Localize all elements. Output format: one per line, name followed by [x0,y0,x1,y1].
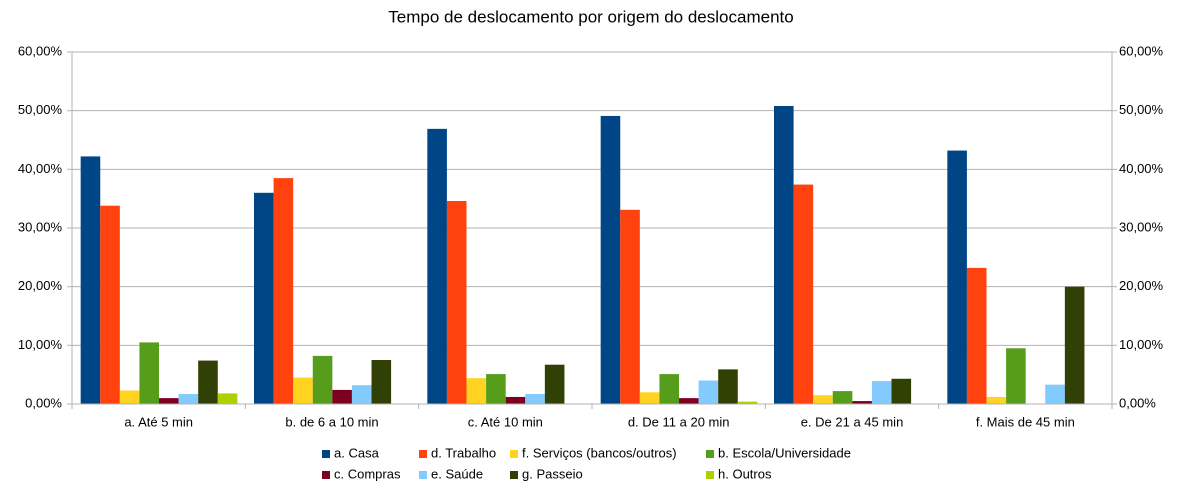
bar [966,267,987,404]
legend-swatch [322,471,330,479]
legend-swatch [322,450,330,458]
bar [486,374,506,404]
legend-label: d. Trabalho [431,445,496,460]
legend-label: h. Outros [718,466,772,481]
bar [198,360,218,404]
bar [293,377,313,404]
y-tick-label: 20,00% [18,278,63,293]
y-tick-label: 60,00% [18,43,63,58]
bar [1064,286,1085,404]
legend-label: b. Escola/Universidade [718,445,851,460]
legend-label: a. Casa [334,445,380,460]
bar [891,378,912,404]
y-tick-label: 30,00% [18,219,63,234]
bar [852,401,872,404]
bar [639,392,660,404]
y2-tick-label: 50,00% [1119,102,1164,117]
bar [446,201,467,404]
bar [774,105,794,405]
bar [332,389,352,404]
bar [793,184,814,404]
legend-swatch [419,471,427,479]
x-tick-label: d. De 11 a 20 min [628,414,730,429]
bar [80,156,101,404]
bar [139,342,160,404]
bar [273,178,294,404]
bar [832,391,853,404]
legend-swatch [706,471,714,479]
legend-swatch [419,450,427,458]
bar [600,115,621,405]
y2-tick-label: 30,00% [1119,219,1164,234]
bar [505,396,526,404]
bar [1006,348,1026,404]
legend-swatch [510,471,518,479]
y2-tick-label: 20,00% [1119,278,1164,293]
y2-tick-label: 40,00% [1119,161,1164,176]
bar [947,150,967,404]
bar [544,364,565,404]
bar [100,205,120,404]
x-tick-label: c. Até 10 min [468,414,543,429]
bar [986,396,1007,404]
bar [351,385,372,404]
bar [254,192,274,404]
x-tick-label: b. de 6 a 10 min [285,414,378,429]
bar [312,355,333,404]
bar [718,369,738,404]
x-tick-label: f. Mais de 45 min [976,414,1075,429]
y-tick-label: 40,00% [18,161,63,176]
y-tick-label: 50,00% [18,102,63,117]
legend-label: f. Serviços (bancos/outros) [522,445,677,460]
bar [371,360,392,404]
bar [871,381,892,404]
bar [737,401,758,404]
bar [159,398,179,404]
bar [659,374,680,404]
y-tick-label: 10,00% [18,337,63,352]
chart-title: Tempo de deslocamento por origem do desl… [388,7,793,26]
y2-tick-label: 0,00% [1119,395,1156,410]
bar [119,390,140,404]
legend-label: e. Saúde [431,466,483,481]
bar [813,395,833,404]
legend-swatch [706,450,714,458]
x-tick-label: a. Até 5 min [124,414,193,429]
bar [466,378,487,404]
bar [1045,384,1065,404]
y-tick-label: 0,00% [25,395,62,410]
bar [217,393,238,404]
x-tick-label: e. De 21 a 45 min [801,414,904,429]
bar [427,128,447,404]
bar [620,209,640,404]
bar [679,398,699,404]
legend-swatch [510,450,518,458]
legend-label: g. Passeio [522,466,583,481]
bar [698,380,719,404]
y2-tick-label: 60,00% [1119,43,1164,58]
bar [525,394,545,404]
legend-label: c. Compras [334,466,401,481]
y2-tick-label: 10,00% [1119,337,1164,352]
bar [178,394,199,404]
